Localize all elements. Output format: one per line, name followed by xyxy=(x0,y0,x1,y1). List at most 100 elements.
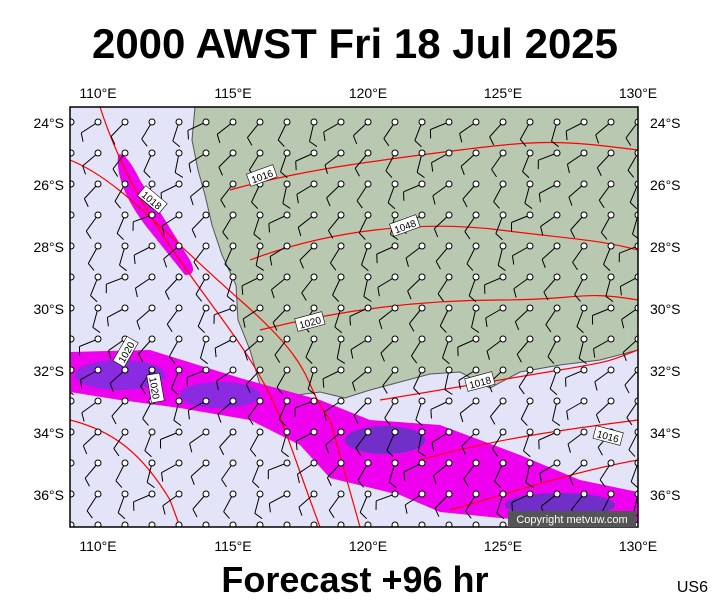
station xyxy=(257,491,263,497)
station xyxy=(311,460,317,466)
station xyxy=(500,367,506,373)
station xyxy=(419,491,425,497)
station xyxy=(527,243,533,249)
station xyxy=(473,429,479,435)
station xyxy=(473,398,479,404)
station xyxy=(392,243,398,249)
station xyxy=(419,305,425,311)
station xyxy=(230,119,236,125)
station xyxy=(473,119,479,125)
station xyxy=(149,212,155,218)
station xyxy=(176,274,182,280)
lon-label: 120°E xyxy=(349,538,387,554)
station xyxy=(284,119,290,125)
station xyxy=(608,119,614,125)
station xyxy=(122,460,128,466)
station xyxy=(419,181,425,187)
station xyxy=(473,150,479,156)
station xyxy=(554,181,560,187)
station xyxy=(473,305,479,311)
station xyxy=(608,181,614,187)
station xyxy=(392,491,398,497)
station xyxy=(149,274,155,280)
station xyxy=(500,212,506,218)
lat-label: 28°S xyxy=(650,239,681,255)
station xyxy=(95,398,101,404)
station xyxy=(554,119,560,125)
station xyxy=(230,336,236,342)
station xyxy=(311,429,317,435)
station xyxy=(608,274,614,280)
station xyxy=(203,398,209,404)
station xyxy=(122,398,128,404)
lon-label: 120°E xyxy=(349,85,387,101)
station xyxy=(95,305,101,311)
station xyxy=(554,336,560,342)
station xyxy=(230,243,236,249)
lat-label: 34°S xyxy=(33,425,64,441)
station xyxy=(95,212,101,218)
station xyxy=(338,243,344,249)
lat-label: 32°S xyxy=(33,363,64,379)
station xyxy=(581,119,587,125)
station xyxy=(257,274,263,280)
station xyxy=(257,398,263,404)
product-code: US6 xyxy=(677,579,708,596)
station xyxy=(500,398,506,404)
copyright: Copyright metvuw.com xyxy=(516,514,627,526)
station xyxy=(149,367,155,373)
station xyxy=(581,491,587,497)
station xyxy=(365,429,371,435)
station xyxy=(392,212,398,218)
station xyxy=(392,150,398,156)
station xyxy=(257,336,263,342)
station xyxy=(338,119,344,125)
station xyxy=(392,181,398,187)
station xyxy=(176,367,182,373)
station xyxy=(581,460,587,466)
station xyxy=(230,181,236,187)
station xyxy=(149,429,155,435)
station xyxy=(149,491,155,497)
station xyxy=(419,150,425,156)
station xyxy=(95,243,101,249)
station xyxy=(527,398,533,404)
station xyxy=(419,367,425,373)
station xyxy=(473,274,479,280)
station xyxy=(95,336,101,342)
station xyxy=(122,212,128,218)
station xyxy=(230,429,236,435)
station xyxy=(392,429,398,435)
station xyxy=(284,367,290,373)
lon-label: 125°E xyxy=(484,538,522,554)
station xyxy=(608,398,614,404)
lon-label: 130°E xyxy=(619,85,657,101)
station xyxy=(284,243,290,249)
station xyxy=(149,150,155,156)
station xyxy=(311,212,317,218)
station xyxy=(392,336,398,342)
station xyxy=(176,212,182,218)
station xyxy=(176,398,182,404)
station xyxy=(284,460,290,466)
lon-label: 125°E xyxy=(484,85,522,101)
station xyxy=(446,181,452,187)
title: 2000 AWST Fri 18 Jul 2025 xyxy=(92,20,618,67)
station xyxy=(338,274,344,280)
station xyxy=(473,181,479,187)
station xyxy=(527,150,533,156)
lat-label: 32°S xyxy=(650,363,681,379)
station xyxy=(203,119,209,125)
station xyxy=(311,150,317,156)
station xyxy=(500,429,506,435)
lat-label: 24°S xyxy=(650,115,681,131)
station xyxy=(230,274,236,280)
lat-label: 30°S xyxy=(650,301,681,317)
station xyxy=(95,491,101,497)
station xyxy=(500,460,506,466)
station xyxy=(365,212,371,218)
station xyxy=(554,460,560,466)
station xyxy=(419,429,425,435)
station xyxy=(203,367,209,373)
